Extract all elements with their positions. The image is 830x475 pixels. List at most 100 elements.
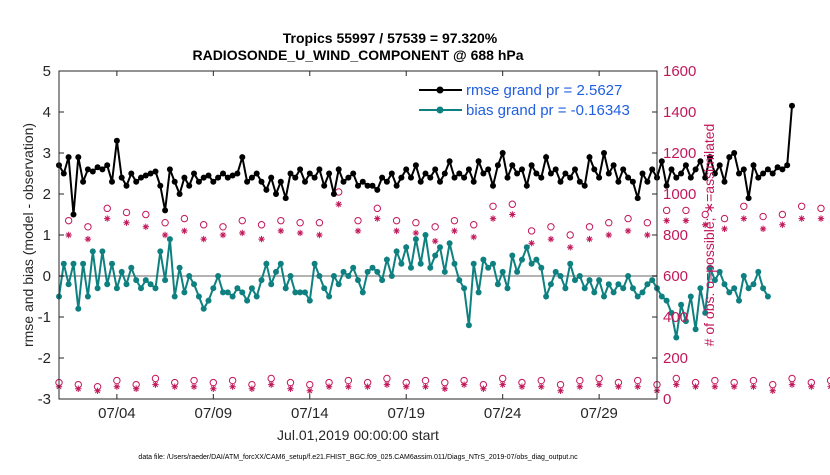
rmse-point <box>383 178 390 185</box>
bias-point <box>388 273 395 279</box>
bias-point <box>302 289 308 296</box>
obs-assimilated-marker <box>393 227 400 235</box>
bias-point <box>311 260 318 267</box>
bias-point <box>523 244 530 251</box>
obs-assimilated-marker <box>480 385 487 392</box>
bias-point <box>615 281 622 288</box>
obs-assimilated-marker <box>538 383 545 390</box>
rmse-point <box>480 170 487 177</box>
rmse-point <box>379 174 386 181</box>
obs-possible-marker <box>296 219 304 227</box>
chart-subtitle: RADIOSONDE_U_WIND_COMPONENT @ 688 hPa <box>192 47 523 63</box>
rmse-point <box>711 170 718 177</box>
rmse-point <box>220 170 226 177</box>
obs-assimilated-marker <box>509 211 516 218</box>
obs-possible-marker <box>354 216 362 225</box>
rmse-point <box>615 178 622 185</box>
legend-rmse-marker <box>436 86 444 94</box>
rmse-point <box>461 174 468 181</box>
obs-possible-marker <box>682 206 690 215</box>
rmse-point <box>176 191 183 197</box>
rmse-point <box>215 174 222 181</box>
rmse-point <box>224 174 231 181</box>
rmse-point <box>330 191 337 197</box>
bias-point <box>721 281 728 288</box>
bias-point <box>330 273 337 279</box>
bias-point <box>470 260 477 267</box>
y-axis-label: rmse and bias (model - observation) <box>20 123 36 347</box>
obs-assimilated-marker <box>354 227 362 235</box>
obs-assimilated-marker <box>219 231 227 239</box>
rmse-point <box>740 166 747 173</box>
bias-point <box>591 289 598 296</box>
rmse-point <box>162 207 169 214</box>
rmse-point <box>326 170 333 177</box>
bias-point <box>205 297 212 304</box>
obs-possible-marker <box>450 216 459 225</box>
bias-point <box>70 260 77 267</box>
obs-assimilated-marker <box>769 387 776 394</box>
y-right-tick-label: 1600 <box>663 63 696 80</box>
rmse-point <box>451 174 458 181</box>
bias-point <box>316 273 323 279</box>
rmse-point <box>321 182 328 189</box>
x-tick-label: 07/29 <box>580 405 618 422</box>
rmse-point <box>393 182 400 189</box>
rmse-point <box>253 170 260 177</box>
rmse-point <box>764 166 771 173</box>
bias-point <box>109 260 115 267</box>
obs-assimilated-marker <box>383 381 391 388</box>
obs-assimilated-marker <box>682 217 690 224</box>
obs-assimilated-marker <box>808 383 815 390</box>
legend-entry-bias: bias grand pr = -0.16343 <box>419 102 630 119</box>
bias-point <box>297 289 304 296</box>
obs-possible-marker <box>788 374 796 383</box>
obs-possible-marker <box>547 223 555 231</box>
y-tick-label: 2 <box>43 186 51 203</box>
bias-point <box>658 293 665 300</box>
rmse-point <box>601 150 607 156</box>
obs-possible-marker <box>720 214 729 223</box>
obs-assimilated-marker <box>615 383 622 390</box>
rmse-point <box>311 174 318 181</box>
obs-possible-marker <box>142 210 150 219</box>
rmse-point <box>316 166 323 173</box>
bias-point <box>480 256 487 263</box>
bias-point <box>697 285 704 292</box>
bias-series <box>56 232 771 341</box>
bias-point <box>138 285 144 292</box>
rmse-point <box>70 211 77 218</box>
y-axis-right-ticks: 0 200 400 600 800 1000 1200 1400 1600 <box>652 63 696 408</box>
rmse-point <box>494 162 501 169</box>
obs-possible-marker <box>797 202 806 211</box>
rmse-point <box>427 174 434 181</box>
bias-point <box>340 268 347 275</box>
obs-assimilated-marker <box>403 383 410 390</box>
bias-point <box>176 264 183 271</box>
obs-assimilated-marker <box>123 219 130 226</box>
rmse-point <box>523 182 530 189</box>
bias-point <box>668 309 675 316</box>
rmse-point <box>239 154 246 161</box>
rmse-point <box>668 166 675 173</box>
bias-point <box>171 293 178 300</box>
rmse-point <box>133 178 140 185</box>
bias-point <box>369 264 376 271</box>
bias-point <box>118 268 125 275</box>
obs-possible-marker <box>122 208 131 217</box>
plot-area <box>59 71 657 399</box>
obs-assimilated-marker <box>644 231 651 239</box>
rmse-point <box>277 178 284 185</box>
rmse-point <box>456 170 463 177</box>
bias-point <box>99 248 106 255</box>
obs-possible-marker <box>238 216 246 225</box>
rmse-point <box>567 174 574 181</box>
obs-assimilated-marker <box>595 381 603 388</box>
bias-point <box>755 268 762 275</box>
rmse-point <box>292 174 299 181</box>
obs-possible-marker <box>749 376 758 385</box>
rmse-point <box>205 172 212 179</box>
obs-assimilated-marker <box>750 383 757 390</box>
rmse-point <box>335 166 342 173</box>
bias-point <box>417 260 424 267</box>
